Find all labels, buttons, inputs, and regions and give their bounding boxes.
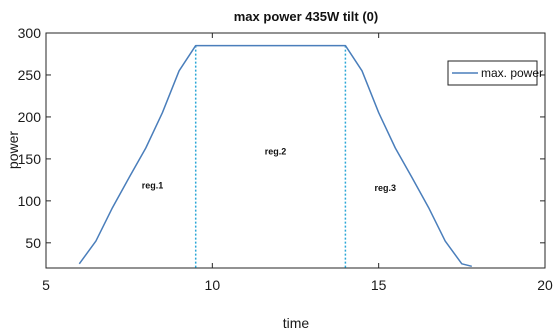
chart-title: max power 435W tilt (0) [234, 9, 378, 24]
region-label: reg.2 [265, 147, 287, 157]
region-label: reg.1 [142, 180, 164, 190]
x-tick-label: 5 [42, 277, 50, 293]
y-axis-label: power [5, 131, 21, 169]
x-tick-label: 10 [205, 277, 221, 293]
y-tick-label: 150 [18, 151, 42, 167]
legend-label: max. power [481, 66, 543, 80]
x-tick-label: 15 [371, 277, 387, 293]
y-tick-label: 200 [18, 109, 42, 125]
x-axis-label: time [283, 315, 310, 331]
y-tick-label: 250 [18, 67, 42, 83]
y-tick-label: 50 [25, 235, 41, 251]
y-tick-label: 100 [18, 193, 42, 209]
y-tick-label: 300 [18, 25, 42, 41]
series-line-max-power [78, 44, 472, 268]
legend: max. power [447, 60, 543, 86]
plot-frame [45, 32, 546, 269]
x-tick-label: 20 [537, 277, 553, 293]
region-label: reg.3 [375, 183, 397, 193]
